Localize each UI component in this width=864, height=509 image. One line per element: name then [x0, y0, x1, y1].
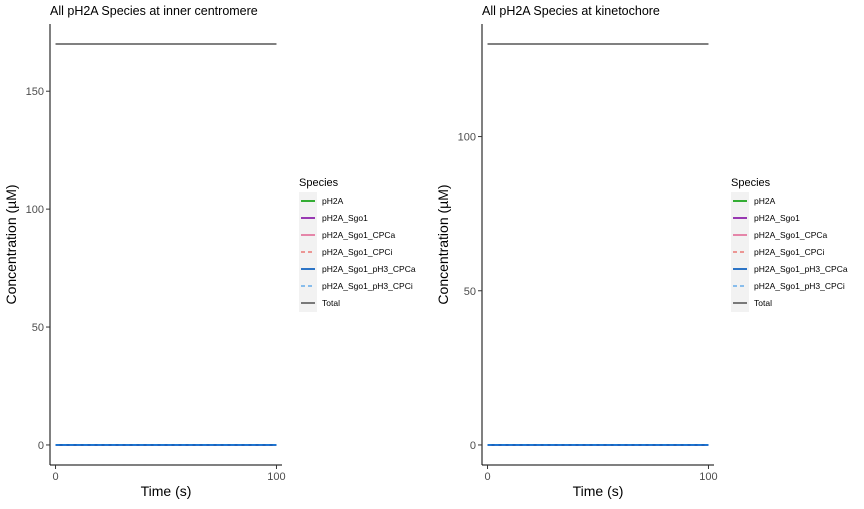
- legend-entry-label: pH2A: [322, 196, 344, 206]
- legend-entry-label: Total: [322, 298, 340, 308]
- chart-panel-1: All pH2A Species at inner centromere 0 50 1…: [3, 4, 416, 499]
- x-tick-label: 0: [484, 471, 490, 483]
- chart-title: All pH2A Species at kinetochore: [482, 4, 660, 18]
- x-tick-label: 0: [52, 471, 58, 483]
- x-axis-label: Time (s): [141, 483, 192, 499]
- legend-entry-label: pH2A_Sgo1_CPCa: [754, 230, 828, 240]
- y-tick-label: 0: [38, 440, 44, 452]
- x-tick-label: 100: [699, 471, 717, 483]
- legend-entry-label: pH2A_Sgo1: [754, 213, 800, 223]
- legend: Species pH2A pH2A_Sgo1 pH2A_Sgo1_CPCa pH2A_S…: [299, 177, 416, 312]
- y-tick-label: 50: [32, 322, 44, 334]
- legend-title: Species: [299, 177, 339, 189]
- legend-entry-label: pH2A_Sgo1_CPCa: [322, 230, 396, 240]
- legend-entry-label: pH2A: [754, 196, 776, 206]
- x-axis-label: Time (s): [573, 483, 624, 499]
- y-tick-label: 0: [470, 440, 476, 452]
- legend-title: Species: [731, 177, 771, 189]
- legend-entry-label: Total: [754, 298, 772, 308]
- legend-entry-label: pH2A_Sgo1_pH3_CPCi: [754, 281, 845, 291]
- legend: Species pH2A pH2A_Sgo1 pH2A_Sgo1_CPCa pH2A_S…: [731, 177, 848, 312]
- x-tick-label: 100: [267, 471, 285, 483]
- y-tick-label: 50: [464, 286, 476, 298]
- legend-entry-label: pH2A_Sgo1: [322, 213, 368, 223]
- y-tick-label: 100: [26, 204, 44, 216]
- y-tick-label: 150: [26, 86, 44, 98]
- legend-entry-label: pH2A_Sgo1_pH3_CPCa: [322, 264, 416, 274]
- legend-entry-label: pH2A_Sgo1_CPCi: [754, 247, 825, 257]
- legend-entry-label: pH2A_Sgo1_CPCi: [322, 247, 393, 257]
- chart-panel-2: All pH2A Species at kinetochore 0 50 100 0 10…: [435, 4, 848, 499]
- legend-entry-label: pH2A_Sgo1_pH3_CPCa: [754, 264, 848, 274]
- y-axis-label: Concentration (µM): [3, 184, 19, 304]
- chart-title: All pH2A Species at inner centromere: [50, 4, 258, 18]
- legend-entry-label: pH2A_Sgo1_pH3_CPCi: [322, 281, 413, 291]
- y-tick-label: 100: [458, 132, 476, 144]
- y-axis-label: Concentration (µM): [435, 184, 451, 304]
